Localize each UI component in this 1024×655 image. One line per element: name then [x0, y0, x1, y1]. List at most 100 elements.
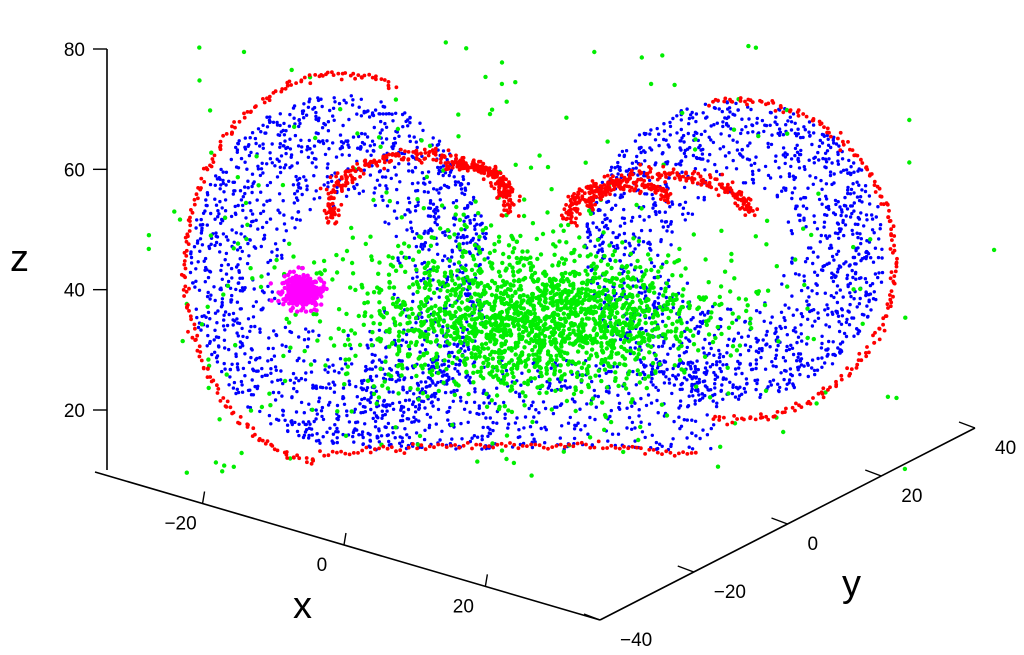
- blue-point: [209, 211, 213, 216]
- blue-point: [839, 322, 844, 326]
- blue-point: [836, 267, 840, 271]
- blue-point: [610, 432, 615, 436]
- green-point: [439, 203, 445, 208]
- green-point: [506, 255, 512, 260]
- green-point: [472, 278, 477, 283]
- blue-point: [467, 347, 471, 352]
- green-point: [607, 315, 612, 320]
- blue-point: [729, 127, 733, 131]
- green-point: [567, 359, 572, 364]
- blue-point: [258, 327, 262, 331]
- green-point: [599, 341, 604, 346]
- green-point: [499, 300, 505, 306]
- blue-point: [236, 334, 240, 338]
- blue-point: [836, 314, 841, 318]
- blue-point: [314, 157, 318, 161]
- blue-point: [287, 124, 292, 128]
- green-point: [703, 319, 709, 324]
- blue-point: [393, 136, 397, 141]
- blue-point: [739, 131, 743, 136]
- blue-point: [811, 261, 815, 266]
- blue-point: [805, 206, 809, 211]
- green-point: [363, 310, 368, 315]
- green-point: [496, 377, 501, 382]
- blue-point: [755, 121, 759, 125]
- green-point: [637, 305, 642, 310]
- blue-point: [218, 250, 222, 254]
- green-point: [647, 338, 652, 343]
- blue-point: [717, 107, 721, 111]
- blue-point: [653, 210, 658, 214]
- blue-point: [700, 152, 705, 156]
- blue-point: [399, 444, 404, 448]
- green-point: [469, 267, 475, 273]
- blue-point: [464, 263, 468, 267]
- blue-point: [691, 153, 696, 158]
- blue-point: [453, 367, 457, 371]
- blue-point: [338, 133, 343, 137]
- blue-point: [656, 411, 660, 415]
- blue-point: [866, 252, 871, 256]
- blue-point: [259, 190, 263, 194]
- green-point: [638, 265, 643, 270]
- green-point: [422, 362, 428, 367]
- blue-point: [352, 185, 356, 189]
- blue-point: [820, 365, 824, 369]
- blue-point: [685, 107, 689, 111]
- blue-point: [827, 339, 831, 344]
- blue-point: [454, 199, 459, 203]
- green-point: [529, 329, 535, 334]
- blue-point: [346, 187, 351, 192]
- blue-point: [194, 279, 198, 283]
- green-point: [448, 271, 454, 276]
- blue-point: [774, 326, 778, 331]
- blue-point: [220, 206, 224, 210]
- green-point: [532, 270, 538, 276]
- blue-point: [588, 230, 592, 234]
- blue-point: [473, 390, 477, 394]
- blue-point: [484, 416, 488, 420]
- blue-point: [386, 168, 390, 173]
- z-tick-label: 60: [64, 160, 85, 181]
- green-point: [515, 322, 521, 327]
- blue-point: [256, 164, 260, 168]
- green-point: [433, 303, 438, 309]
- blue-point: [252, 287, 256, 291]
- green-point: [530, 347, 535, 353]
- green-point: [509, 409, 515, 415]
- blue-point: [238, 245, 242, 250]
- blue-point: [864, 213, 869, 217]
- green-point: [547, 276, 552, 282]
- blue-point: [193, 285, 197, 289]
- blue-point: [414, 418, 418, 422]
- green-point: [417, 354, 423, 360]
- blue-point: [808, 174, 812, 178]
- blue-point: [808, 309, 812, 314]
- blue-point: [300, 192, 304, 197]
- blue-point: [400, 151, 404, 156]
- blue-point: [817, 158, 821, 162]
- blue-point: [202, 314, 206, 318]
- green-point: [457, 242, 462, 247]
- blue-point: [679, 139, 683, 143]
- green-point: [425, 295, 431, 300]
- green-point: [538, 252, 544, 257]
- blue-point: [235, 248, 240, 252]
- blue-point: [435, 143, 440, 147]
- blue-point: [317, 333, 321, 338]
- green-point: [680, 304, 685, 310]
- green-point: [437, 344, 443, 349]
- blue-point: [878, 227, 882, 231]
- blue-point: [657, 132, 661, 136]
- blue-point: [294, 196, 299, 200]
- blue-point: [450, 248, 454, 252]
- blue-point: [751, 172, 755, 177]
- green-point: [530, 278, 536, 283]
- blue-point: [297, 379, 301, 383]
- green-point: [518, 283, 523, 289]
- blue-point: [290, 395, 294, 399]
- green-point: [510, 293, 515, 299]
- blue-point: [817, 197, 822, 202]
- green-point: [542, 334, 548, 339]
- blue-point: [237, 269, 241, 273]
